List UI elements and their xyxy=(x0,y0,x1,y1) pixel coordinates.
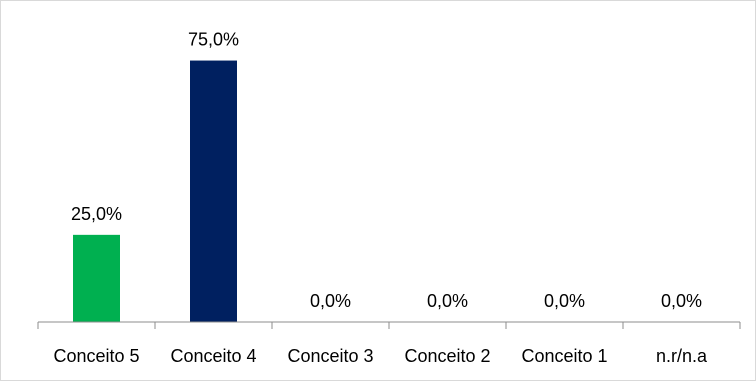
bar-conceito-5 xyxy=(73,234,120,322)
data-label: 75,0% xyxy=(188,30,239,50)
data-label: 25,0% xyxy=(71,204,122,224)
data-label: 0,0% xyxy=(310,291,351,311)
data-label: 0,0% xyxy=(661,291,702,311)
bars-group xyxy=(73,60,237,323)
data-label: 0,0% xyxy=(544,291,585,311)
data-labels-group: 25,0% 75,0% 0,0% 0,0% 0,0% 0,0% xyxy=(71,30,702,311)
category-label: Conceito 4 xyxy=(170,346,256,366)
category-label: Conceito 5 xyxy=(53,346,139,366)
category-label: Conceito 2 xyxy=(404,346,490,366)
category-label: Conceito 1 xyxy=(521,346,607,366)
data-label: 0,0% xyxy=(427,291,468,311)
x-axis xyxy=(37,321,741,329)
category-labels-group: Conceito 5 Conceito 4 Conceito 3 Conceito 2… xyxy=(53,346,708,366)
bar-conceito-4 xyxy=(190,60,237,323)
category-label: Conceito 3 xyxy=(287,346,373,366)
category-label: n.r/n.a xyxy=(656,346,708,366)
